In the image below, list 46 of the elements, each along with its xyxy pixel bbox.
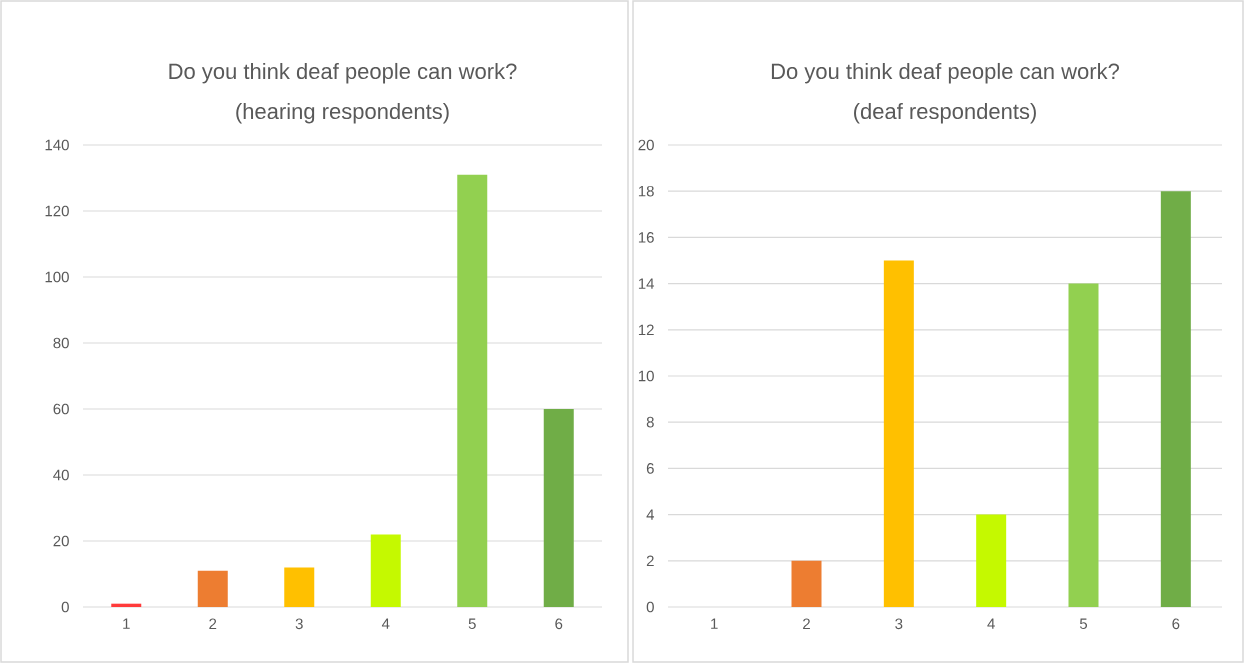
y-tick-label: 6: [646, 463, 654, 474]
x-tick-label: 6: [555, 618, 563, 630]
x-tick-label: 5: [468, 618, 476, 629]
y-tick-label: 0: [61, 601, 69, 613]
x-tick-label: 2: [803, 618, 810, 629]
y-tick-label: 4: [646, 509, 655, 520]
chart-subtitle: (deaf respondents): [854, 102, 1036, 124]
x-tick-label: 1: [123, 618, 130, 629]
x-tick-label: 4: [381, 618, 390, 629]
bar: [543, 408, 574, 607]
bar: [370, 534, 401, 607]
x-tick-label: 6: [1172, 618, 1180, 630]
chart-title: Do you think deaf people can work?: [771, 62, 1120, 84]
y-tick-label: 14: [638, 278, 655, 289]
chart-subtitle: (hearing respondents): [236, 102, 449, 124]
y-tick-label: 140: [45, 139, 69, 151]
bar: [111, 603, 142, 607]
y-tick-label: 0: [646, 601, 654, 613]
y-tick-label: 10: [638, 370, 654, 382]
bar: [197, 570, 228, 607]
chart-title: Do you think deaf people can work?: [169, 62, 517, 84]
y-tick-label: 12: [638, 324, 654, 336]
y-tick-label: 8: [646, 416, 654, 428]
y-tick-label: 20: [53, 535, 69, 547]
x-tick-label: 4: [987, 618, 995, 629]
y-tick-label: 40: [53, 469, 69, 481]
bar: [457, 174, 488, 607]
bar: [1068, 283, 1099, 607]
y-tick-label: 2: [646, 555, 654, 567]
x-tick-label: 1: [711, 618, 718, 629]
y-tick-label: 120: [45, 205, 69, 217]
bar: [976, 514, 1007, 607]
y-tick-label: 18: [638, 185, 654, 197]
bar: [1160, 191, 1191, 607]
bar: [284, 567, 315, 607]
y-tick-label: 100: [45, 271, 69, 283]
x-tick-label: 3: [895, 618, 903, 630]
x-tick-label: 2: [209, 618, 217, 629]
y-tick-label: 16: [638, 232, 654, 243]
x-tick-label: 3: [295, 618, 303, 630]
x-tick-label: 5: [1079, 618, 1088, 629]
y-tick-label: 60: [53, 403, 69, 415]
y-tick-label: 80: [53, 337, 69, 349]
y-tick-label: 20: [638, 139, 654, 151]
bar: [791, 560, 822, 607]
bar: [883, 260, 914, 607]
